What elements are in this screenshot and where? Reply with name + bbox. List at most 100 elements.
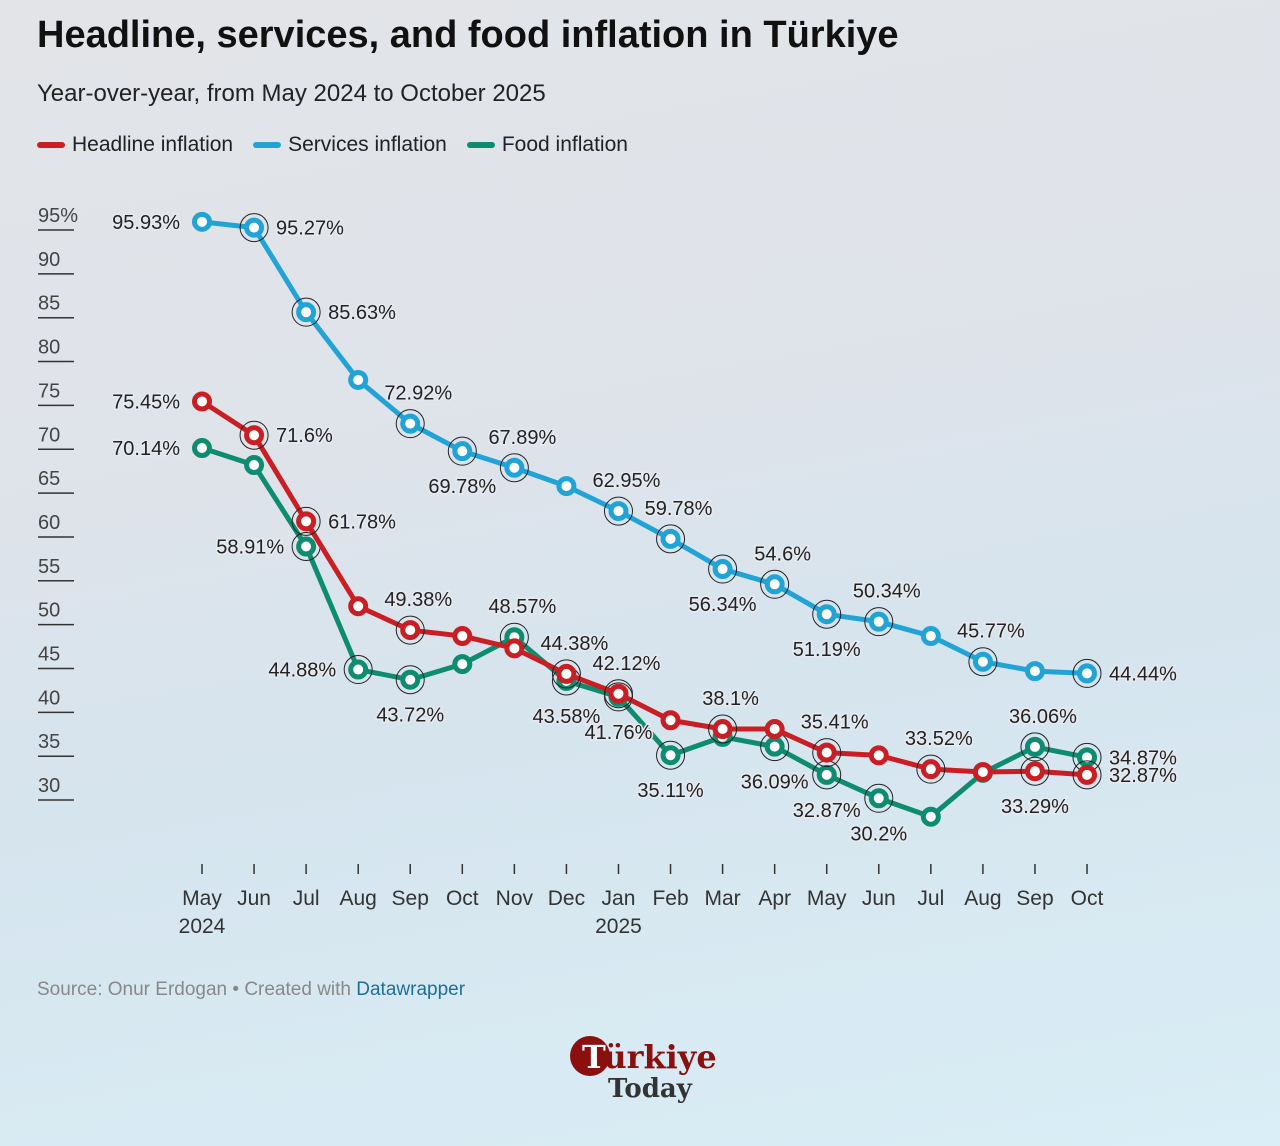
highlight-ring (343, 655, 373, 685)
x-tick-label: Dec (548, 887, 585, 910)
series-food-inflation (192, 438, 1102, 827)
data-label: 32.87% (1109, 765, 1177, 787)
data-point (452, 441, 473, 462)
highlight-ring (656, 524, 686, 554)
data-point (244, 217, 265, 238)
data-label: 33.29% (1001, 796, 1069, 818)
turkiye-today-logo: Türkiye Today (570, 1036, 717, 1111)
data-point (556, 476, 577, 497)
highlight-ring (1020, 756, 1050, 786)
x-tick-label: Oct (446, 887, 479, 910)
x-tick-label: Jan (602, 887, 636, 910)
data-label: 70.14% (112, 438, 180, 460)
data-point (660, 745, 681, 766)
data-label: 69.78% (428, 476, 496, 498)
data-point (504, 457, 525, 478)
data-point (972, 761, 993, 782)
data-label: 35.41% (801, 712, 869, 734)
highlight-ring (760, 569, 790, 599)
series-line (201, 219, 1088, 676)
x-tick-label: Sep (1016, 887, 1053, 910)
data-label: 95.27% (276, 218, 344, 240)
data-point (400, 413, 421, 434)
highlight-ring (239, 213, 269, 243)
data-point (764, 719, 785, 740)
highlight-ring (864, 783, 894, 813)
data-point (764, 736, 785, 757)
data-point (192, 211, 212, 232)
highlight-ring (1072, 760, 1102, 790)
data-label: 75.45% (112, 391, 180, 413)
data-label: 44.88% (268, 660, 336, 682)
legend-food: Food inflation (466, 133, 628, 157)
x-tick-label: Nov (496, 887, 534, 910)
data-label: 36.09% (741, 772, 809, 794)
highlight-ring (447, 436, 477, 466)
data-point (608, 683, 629, 704)
data-point (868, 745, 889, 766)
data-point (868, 611, 889, 632)
data-point (1024, 761, 1045, 782)
highlight-ring (812, 599, 842, 629)
data-point (348, 659, 369, 680)
data-point (712, 719, 733, 740)
data-label: 49.38% (384, 589, 452, 611)
y-tick-label: 70 (38, 424, 60, 446)
data-point (296, 536, 317, 557)
y-tick-label: 45 (38, 644, 60, 666)
data-point (244, 455, 265, 476)
x-tick-label: Jun (237, 887, 271, 910)
series-line (201, 445, 1088, 820)
highlight-ring (395, 409, 425, 439)
y-tick-label: 55 (38, 556, 60, 578)
x-tick-label: May (807, 887, 847, 910)
data-point (244, 425, 265, 446)
data-label: 35.11% (637, 780, 704, 802)
data-label: 43.72% (376, 705, 444, 727)
highlight-ring (1020, 732, 1050, 762)
data-point (296, 302, 317, 323)
highlight-ring (603, 496, 633, 526)
x-tick-label: May (182, 887, 222, 910)
y-tick-label: 80 (38, 337, 60, 359)
legend-swatch (253, 142, 282, 148)
data-label: 48.57% (488, 596, 556, 618)
datawrapper-link[interactable]: Datawrapper (356, 979, 466, 1000)
data-label: 33.52% (905, 728, 973, 750)
data-point (972, 651, 993, 672)
highlight-ring (499, 453, 529, 483)
series-headline-inflation (192, 391, 1102, 790)
data-label: 62.95% (593, 470, 661, 492)
x-tick-label: Feb (652, 887, 688, 910)
data-label: 32.87% (793, 800, 861, 822)
data-point (920, 806, 941, 827)
x-tick-label: Aug (964, 887, 1001, 910)
legend-services: Services inflation (253, 133, 447, 157)
data-point (556, 663, 577, 684)
data-point (452, 654, 473, 675)
x-year-label: 2024 (179, 915, 226, 938)
x-tick-label: Jul (293, 887, 320, 910)
source-note: Source: Onur Erdogan • Created with Data… (37, 979, 465, 1001)
data-point (816, 604, 837, 625)
data-label: 42.12% (593, 653, 661, 675)
data-point (1077, 663, 1098, 684)
highlight-ring (395, 615, 425, 645)
y-tick-label: 50 (38, 600, 60, 622)
data-point (816, 764, 837, 785)
y-tick-label: 40 (38, 687, 60, 709)
data-label: 44.44% (1109, 663, 1177, 685)
data-point (920, 626, 941, 647)
highlight-ring (812, 738, 842, 768)
x-tick-label: Sep (392, 887, 429, 910)
legend-swatch (466, 142, 495, 148)
data-label: 61.78% (328, 511, 396, 533)
y-tick-label: 90 (38, 249, 60, 271)
y-tick-label: 65 (38, 468, 60, 490)
data-label: 72.92% (384, 383, 452, 405)
data-label: 51.19% (793, 639, 861, 661)
data-point (1077, 764, 1098, 785)
data-label: 43.58% (532, 706, 600, 728)
data-point (1077, 747, 1098, 768)
x-tick-label: Apr (758, 887, 791, 910)
